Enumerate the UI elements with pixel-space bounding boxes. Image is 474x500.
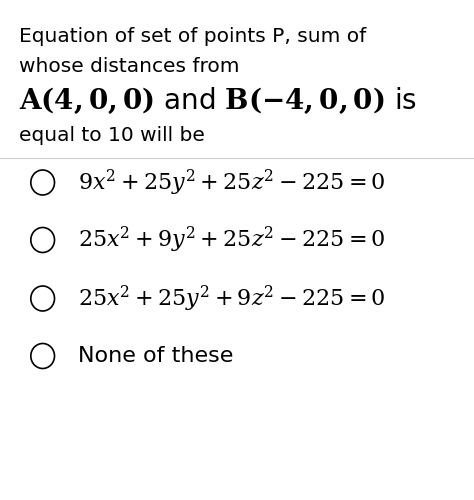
Text: $25x^2 + 9y^2 + 25z^2 - 225 = 0$: $25x^2 + 9y^2 + 25z^2 - 225 = 0$ [78, 225, 386, 255]
Text: $9x^2 + 25y^2 + 25z^2 - 225 = 0$: $9x^2 + 25y^2 + 25z^2 - 225 = 0$ [78, 168, 386, 198]
Text: $\bf{A(4, 0, 0)}$ and $\bf{B(-4, 0, 0)}$ is: $\bf{A(4, 0, 0)}$ and $\bf{B(-4, 0, 0)}$… [19, 86, 417, 116]
Text: None of these: None of these [78, 346, 234, 366]
Text: $25x^2 + 25y^2 + 9z^2 - 225 = 0$: $25x^2 + 25y^2 + 9z^2 - 225 = 0$ [78, 284, 386, 314]
Text: whose distances from: whose distances from [19, 58, 239, 76]
Text: Equation of set of points P, sum of: Equation of set of points P, sum of [19, 28, 366, 46]
Text: equal to 10 will be: equal to 10 will be [19, 126, 205, 145]
